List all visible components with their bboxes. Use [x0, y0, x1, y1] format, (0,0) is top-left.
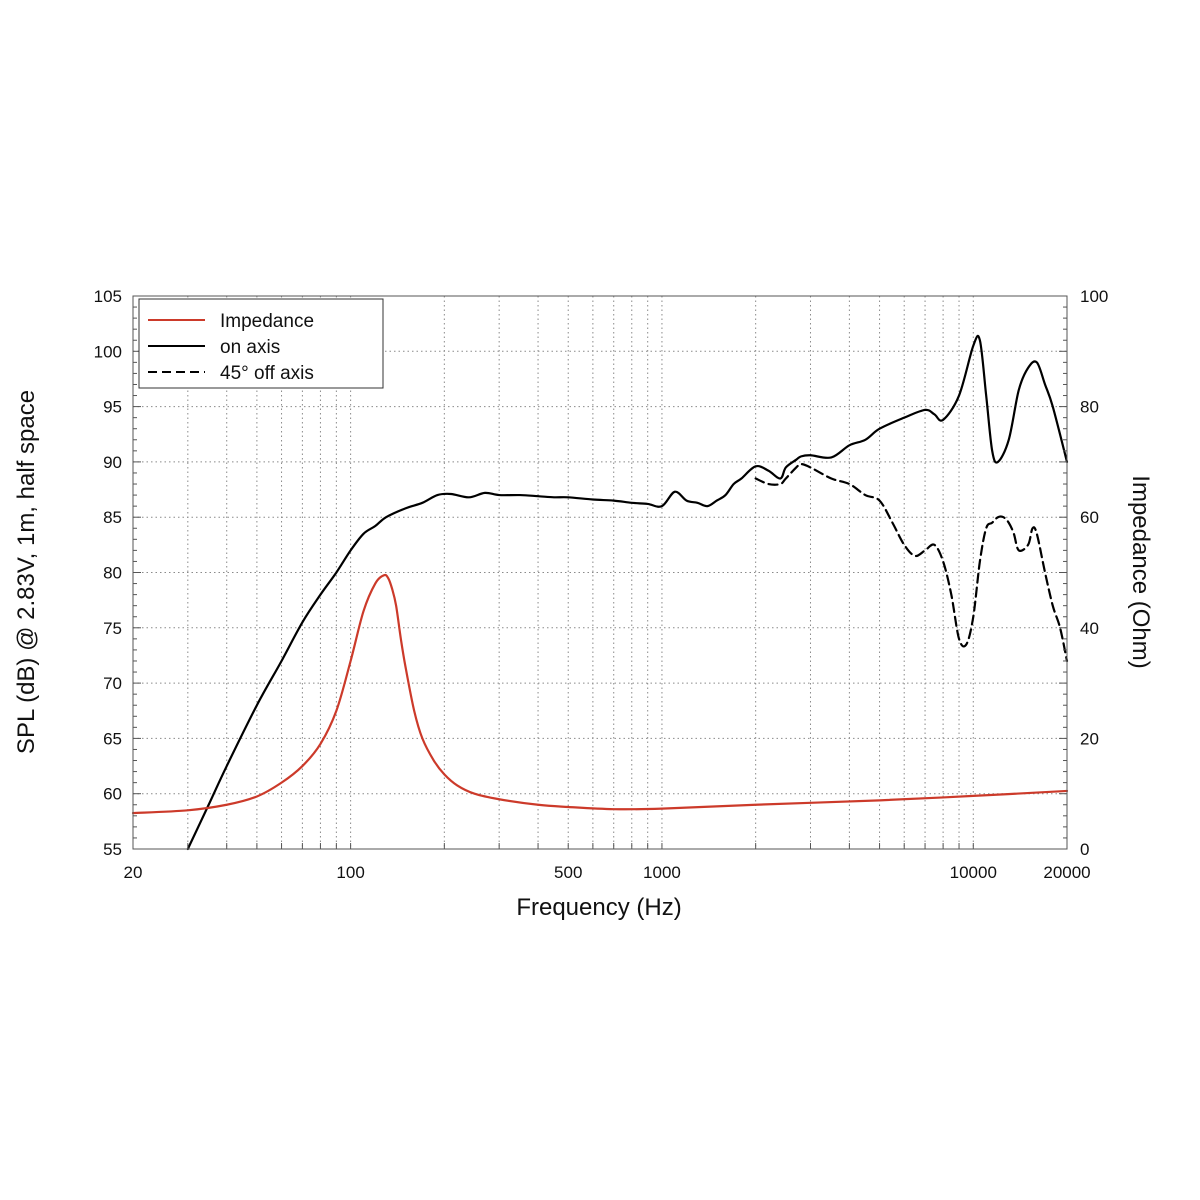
- legend-label-impedance: Impedance: [220, 311, 314, 332]
- legend-label-on-axis: on axis: [220, 337, 280, 358]
- y2-tick-label: 80: [1080, 398, 1099, 417]
- series-line-45-off-axis: [754, 463, 1069, 663]
- axes: 20 100 500 1000 10000 20000556065707580859095…: [94, 287, 1109, 882]
- y-tick-label: 75: [103, 619, 122, 638]
- series-line-impedance: [131, 573, 1069, 815]
- y2-tick-label: 40: [1080, 619, 1099, 638]
- y2-tick-label: 0: [1080, 840, 1089, 859]
- y-tick-label: 85: [103, 508, 122, 527]
- x-tick-label: 500: [554, 863, 582, 882]
- series-line-on-axis: [186, 334, 1069, 851]
- y2-axis-title: Impedance (Ohm): [1127, 475, 1154, 668]
- y-tick-label: 90: [103, 453, 122, 472]
- x-tick-label: 20: [124, 863, 143, 882]
- legend-label-45-off-axis: 45° off axis: [220, 363, 314, 384]
- y-tick-label: 95: [103, 398, 122, 417]
- y2-tick-label: 20: [1080, 729, 1099, 748]
- y-tick-label: 55: [103, 840, 122, 859]
- y-axis-title: SPL (dB) @ 2.83V, 1m, half space: [13, 390, 40, 754]
- y-tick-label: 60: [103, 785, 122, 804]
- y-tick-label: 100: [94, 342, 122, 361]
- series-lines: [131, 334, 1069, 851]
- x-tick-label: 100: [336, 863, 364, 882]
- y-tick-label: 70: [103, 674, 122, 693]
- legend: Impedance on axis 45° off axis: [138, 298, 384, 389]
- x-tick-label: 1000: [643, 863, 681, 882]
- x-tick-label: 10000: [950, 863, 997, 882]
- y-tick-label: 105: [94, 287, 122, 306]
- y-tick-label: 80: [103, 564, 122, 583]
- y2-tick-label: 60: [1080, 508, 1099, 527]
- legend-box: [138, 298, 384, 389]
- y-tick-label: 65: [103, 729, 122, 748]
- x-tick-label: 20000: [1043, 863, 1090, 882]
- x-axis-title: Frequency (Hz): [516, 894, 681, 921]
- y2-tick-label: 100: [1080, 287, 1108, 306]
